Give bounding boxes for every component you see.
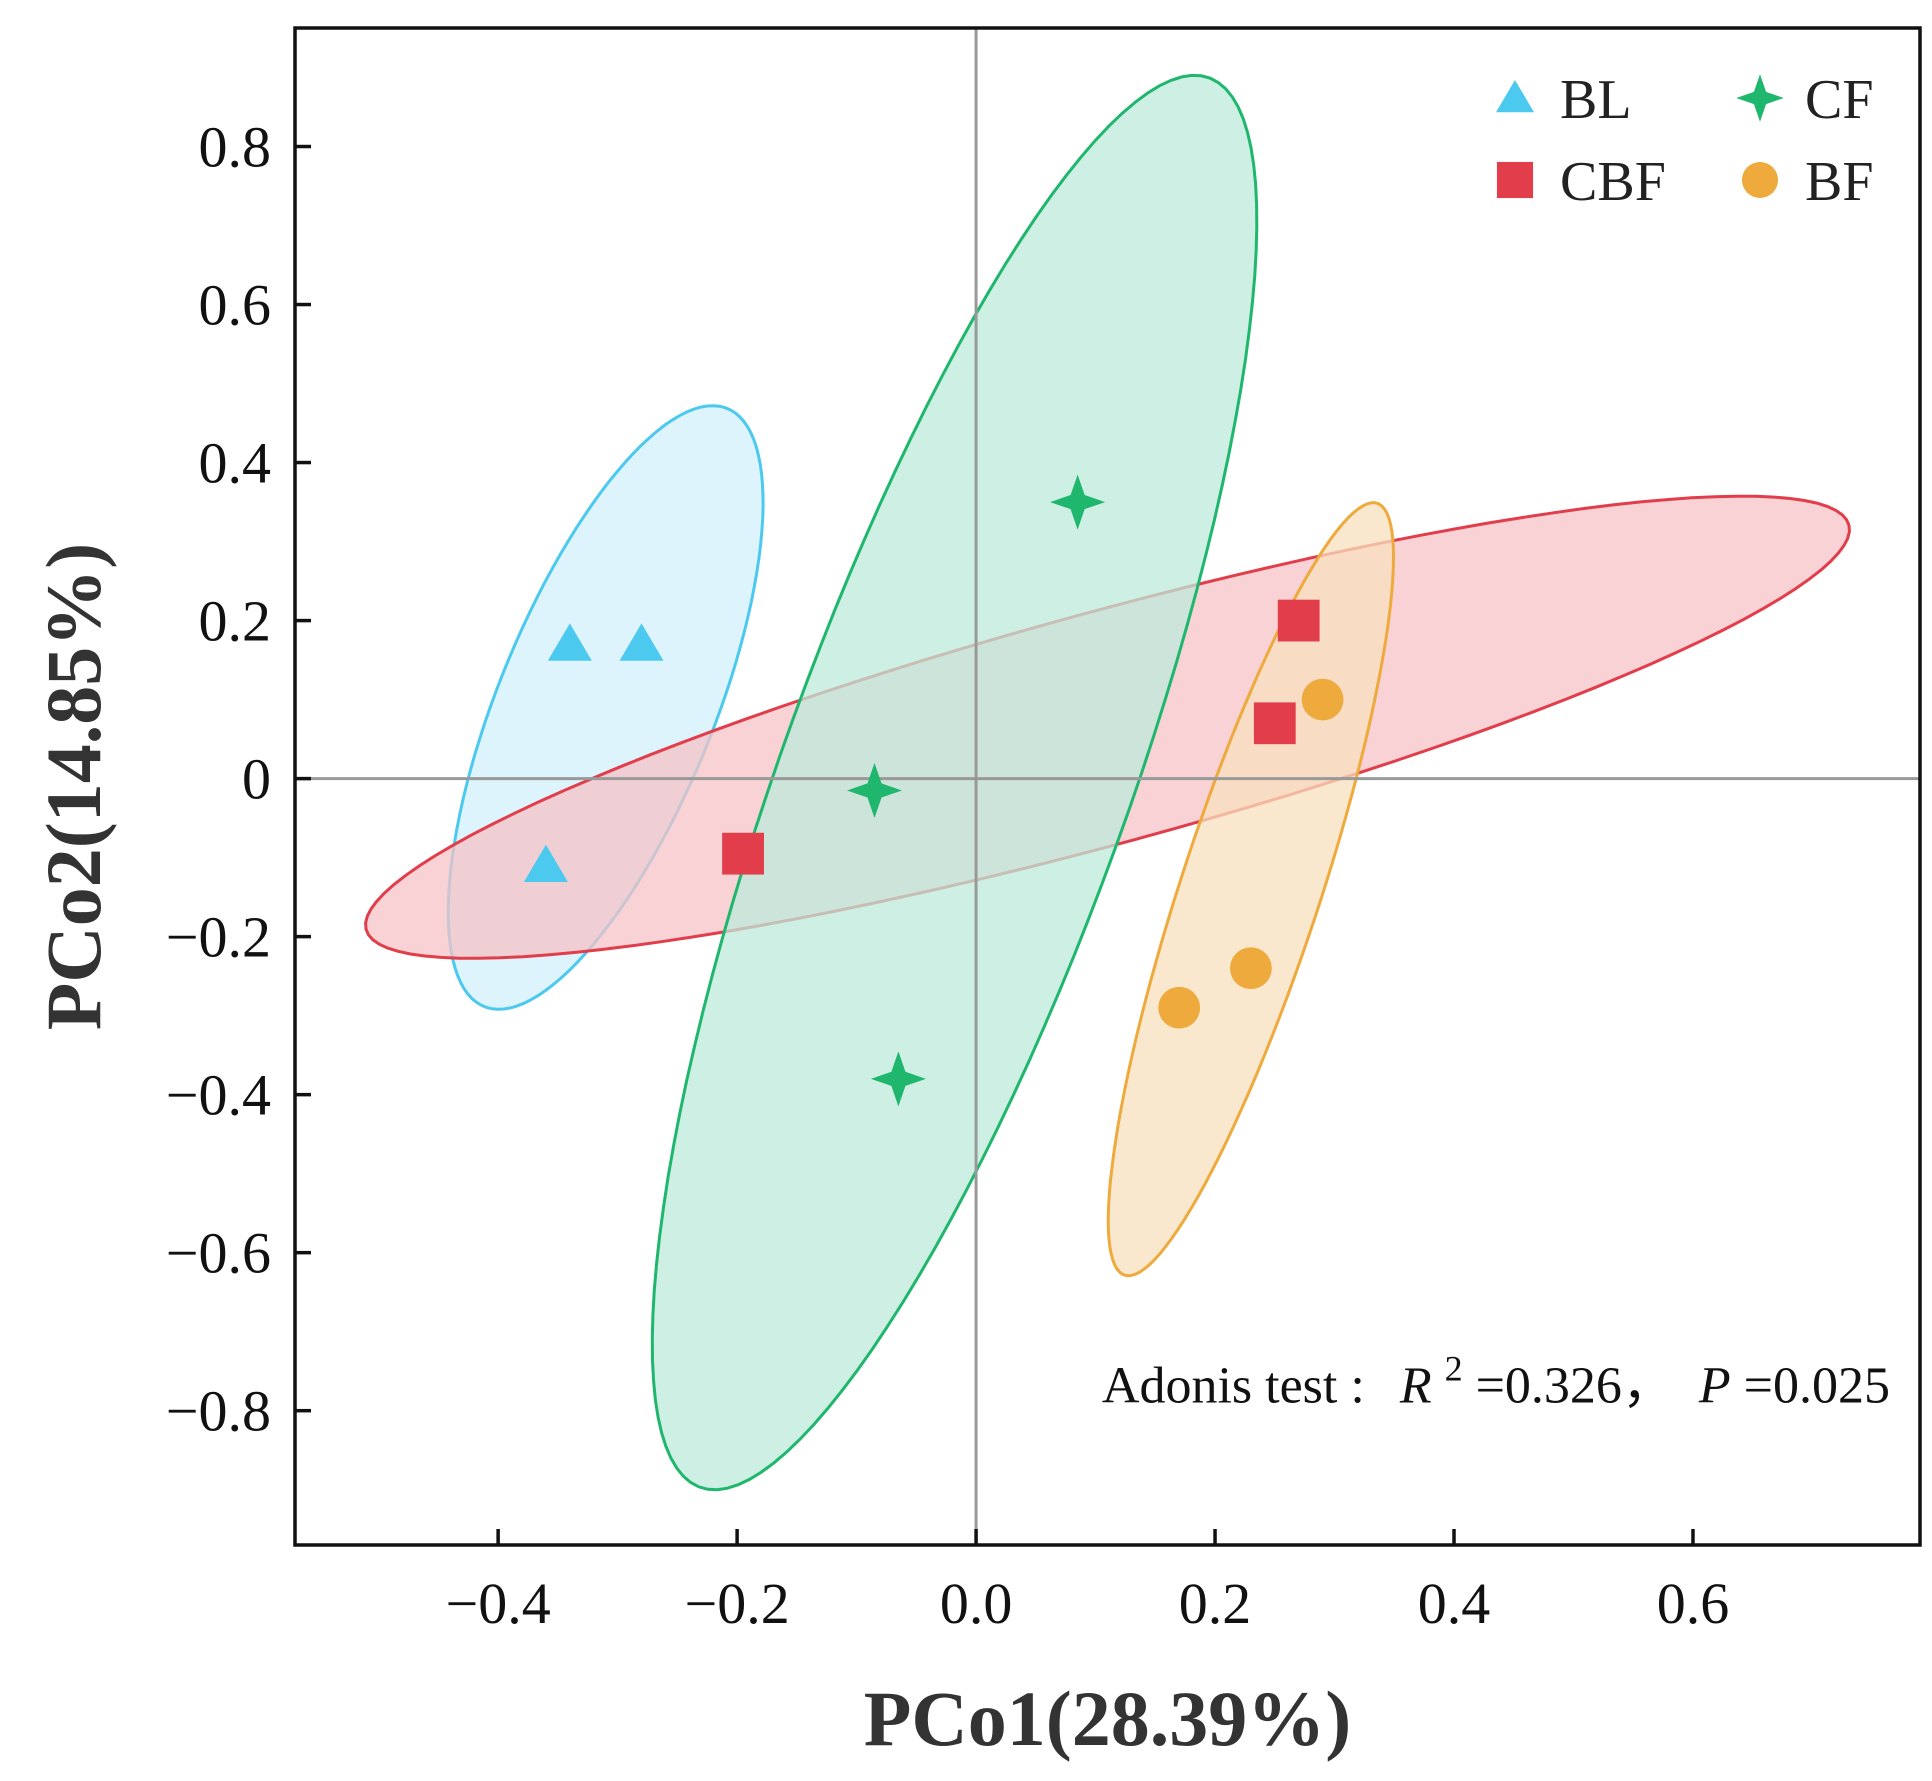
legend-label-bl: BL xyxy=(1560,69,1632,131)
point-cbf xyxy=(1253,702,1296,745)
point-cf xyxy=(847,762,903,818)
r-symbol: R xyxy=(1399,1358,1432,1415)
point-cf xyxy=(1050,474,1106,530)
point-cbf xyxy=(1277,599,1320,642)
x-tick-label: −0.2 xyxy=(684,1571,789,1636)
legend-marker-cbf xyxy=(1496,161,1534,199)
legend-label-cbf: CBF xyxy=(1560,151,1666,213)
adonis-prefix: Adonis test : xyxy=(1102,1358,1365,1415)
point-bl xyxy=(547,623,592,661)
ellipse-cf xyxy=(650,73,1259,1492)
legend-marker-bf xyxy=(1741,161,1779,199)
legend-label-cf: CF xyxy=(1805,69,1874,131)
p-value: =0.025 xyxy=(1744,1358,1890,1415)
reference-lines xyxy=(295,28,1920,1545)
x-tick-label: 0.6 xyxy=(1657,1571,1730,1636)
legend: BL CF CBF BF xyxy=(1496,69,1874,213)
data-points xyxy=(523,474,1344,1107)
point-bf xyxy=(1301,678,1344,721)
point-bf xyxy=(1229,947,1272,990)
legend-marker-cf xyxy=(1736,74,1784,122)
point-cbf xyxy=(722,832,764,875)
adonis-test-annotation: Adonis test : R 2 =0.326， P =0.025 xyxy=(1102,1336,1890,1415)
y-tick-label: 0.6 xyxy=(199,273,272,338)
x-tick-label: 0.2 xyxy=(1179,1571,1252,1636)
r-value: =0.326， xyxy=(1476,1358,1674,1415)
x-tick-label: 0.0 xyxy=(940,1571,1013,1636)
legend-label-bf: BF xyxy=(1805,151,1874,213)
p-symbol: P xyxy=(1698,1358,1731,1415)
y-tick-label: −0.2 xyxy=(166,905,271,970)
x-tick-label: −0.4 xyxy=(446,1571,551,1636)
y-tick-label: 0.2 xyxy=(199,589,272,654)
plot-frame xyxy=(293,26,1922,1547)
y-tick-label: 0 xyxy=(242,747,271,812)
point-bl xyxy=(619,623,664,661)
point-bl xyxy=(523,844,568,883)
y-tick-label: 0.8 xyxy=(199,115,272,180)
x-axis-title: PCo1(28.39%) xyxy=(864,1675,1351,1762)
y-tick-label: 0.4 xyxy=(199,431,272,496)
y-tick-label: −0.4 xyxy=(166,1063,271,1128)
r-exponent: 2 xyxy=(1445,1349,1463,1389)
y-tick-label: −0.6 xyxy=(166,1221,271,1286)
x-tick-label: 0.4 xyxy=(1418,1571,1491,1636)
point-bf xyxy=(1158,986,1201,1029)
legend-marker-bl xyxy=(1496,79,1534,113)
confidence-ellipses xyxy=(364,73,1851,1492)
point-cf xyxy=(870,1051,926,1107)
y-tick-label: −0.8 xyxy=(166,1379,271,1444)
axis-ticks: −0.4 −0.2 0.0 0.2 0.4 0.6 0.8 0.6 0.4 0.2 0 −0.2 −0.… xyxy=(166,115,1729,1636)
y-axis-title: PCo2(14.85%) xyxy=(30,543,117,1030)
